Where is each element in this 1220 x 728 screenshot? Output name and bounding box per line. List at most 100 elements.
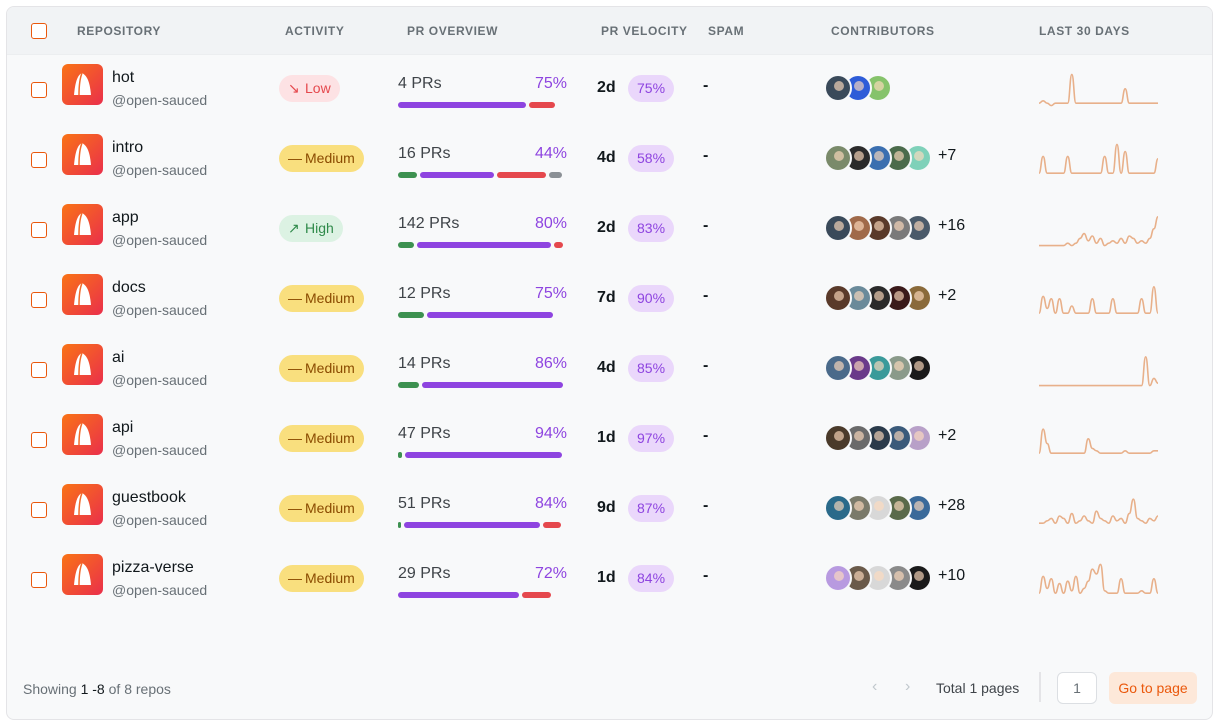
- contributor-avatar[interactable]: [824, 494, 852, 522]
- contributor-avatar[interactable]: [824, 214, 852, 242]
- activity-sparkline: [1038, 285, 1159, 315]
- contributor-avatar[interactable]: [824, 354, 852, 382]
- velocity-percent-badge: 75%: [628, 75, 675, 102]
- velocity-percent-badge: 90%: [628, 285, 675, 312]
- pr-overview-bar: [398, 242, 568, 248]
- repo-name-link[interactable]: hot: [112, 69, 135, 86]
- row-checkbox[interactable]: [31, 362, 47, 378]
- col-last-30-days[interactable]: LAST 30 DAYS: [1039, 24, 1130, 38]
- pr-bar-segment-draft: [549, 172, 562, 178]
- row-checkbox[interactable]: [31, 432, 47, 448]
- row-checkbox[interactable]: [31, 152, 47, 168]
- pr-bar-segment-merged: [398, 312, 424, 318]
- row-checkbox[interactable]: [31, 292, 47, 308]
- velocity-days: 4d: [597, 359, 616, 376]
- col-contributors[interactable]: CONTRIBUTORS: [831, 24, 935, 38]
- repo-name-link[interactable]: docs: [112, 279, 146, 296]
- pr-count: 51 PRs: [398, 495, 451, 512]
- repo-logo-icon: [62, 554, 103, 595]
- repo-org-label: @open-sauced: [112, 372, 208, 388]
- repo-org-label: @open-sauced: [112, 92, 208, 108]
- activity-badge: ↘ Low: [279, 75, 340, 102]
- more-contributors-count[interactable]: +28: [938, 497, 966, 514]
- spam-value: -: [703, 567, 709, 584]
- more-contributors-count[interactable]: +2: [938, 427, 957, 444]
- pr-merged-percent: 72%: [534, 565, 567, 582]
- pr-bar-segment-open: [426, 312, 554, 318]
- repo-name-link[interactable]: guestbook: [112, 489, 186, 506]
- more-contributors-count[interactable]: +7: [938, 147, 957, 164]
- activity-sparkline: [1038, 428, 1158, 454]
- spam-value: -: [703, 147, 709, 164]
- table-row[interactable]: ai @open-sauced — Medium 14 PRs 86% 4d 85% -: [7, 335, 1212, 405]
- repo-name-link[interactable]: ai: [112, 349, 125, 366]
- trending-up-icon: ↗: [288, 220, 300, 236]
- activity-badge: — Medium: [279, 285, 364, 312]
- table-row[interactable]: hot @open-sauced ↘ Low 4 PRs 75% 2d 75% -: [7, 55, 1212, 125]
- repo-org-label: @open-sauced: [112, 442, 208, 458]
- chevron-right-icon[interactable]: ›: [905, 678, 911, 695]
- minus-icon: —: [288, 430, 302, 446]
- pr-count: 14 PRs: [398, 355, 451, 372]
- activity-sparkline: [1038, 355, 1159, 387]
- col-repository[interactable]: REPOSITORY: [77, 24, 162, 38]
- activity-badge: — Medium: [279, 495, 364, 522]
- chevron-left-icon[interactable]: ‹: [872, 678, 878, 695]
- more-contributors-count[interactable]: +16: [938, 217, 966, 234]
- repo-name-link[interactable]: api: [112, 419, 134, 436]
- minus-icon: —: [288, 150, 302, 166]
- pr-merged-percent: 75%: [534, 75, 567, 92]
- table-row[interactable]: pizza-verse @open-sauced — Medium 29 PRs 72% 1…: [7, 545, 1212, 615]
- minus-icon: —: [288, 570, 302, 586]
- contributor-avatar[interactable]: [824, 144, 852, 172]
- velocity-days: 2d: [597, 79, 616, 96]
- table-row[interactable]: docs @open-sauced — Medium 12 PRs 75% 7d 90% - +2: [7, 265, 1212, 335]
- row-checkbox[interactable]: [31, 572, 47, 588]
- more-contributors-count[interactable]: +2: [938, 287, 957, 304]
- pr-bar-segment-merged: [398, 522, 401, 528]
- repo-name-link[interactable]: pizza-verse: [112, 559, 194, 576]
- select-all-checkbox[interactable]: [31, 23, 47, 39]
- repo-logo-icon: [62, 64, 103, 105]
- activity-sparkline: [1038, 216, 1159, 247]
- repo-name-link[interactable]: app: [112, 209, 139, 226]
- activity-sparkline: [1038, 563, 1159, 595]
- activity-badge: — Medium: [279, 355, 364, 382]
- pr-count: 47 PRs: [398, 425, 451, 442]
- contributor-avatar[interactable]: [824, 284, 852, 312]
- pr-overview-bar: [398, 102, 568, 108]
- row-checkbox[interactable]: [31, 502, 47, 518]
- pr-bar-segment-open: [416, 242, 552, 248]
- col-spam[interactable]: SPAM: [708, 24, 745, 38]
- pr-count: 16 PRs: [398, 145, 451, 162]
- page-number-input[interactable]: 1: [1057, 672, 1097, 704]
- table-row[interactable]: guestbook @open-sauced — Medium 51 PRs 84% 9d 8…: [7, 475, 1212, 545]
- repo-logo-icon: [62, 344, 103, 385]
- more-contributors-count[interactable]: +10: [938, 567, 966, 584]
- sparkline-path: [1038, 216, 1159, 247]
- pr-bar-segment-closed: [496, 172, 547, 178]
- repo-name-link[interactable]: intro: [112, 139, 144, 156]
- contributor-avatar[interactable]: [824, 424, 852, 452]
- contributor-avatar[interactable]: [824, 564, 852, 592]
- contributor-avatar[interactable]: [824, 74, 852, 102]
- spam-value: -: [703, 427, 709, 444]
- total-pages: Total 1 pages: [936, 680, 1020, 696]
- sparkline-path: [1038, 73, 1158, 107]
- minus-icon: —: [288, 360, 302, 376]
- col-pr-velocity[interactable]: PR VELOCITY: [601, 24, 688, 38]
- col-pr-overview[interactable]: PR OVERVIEW: [407, 24, 499, 38]
- table-row[interactable]: intro @open-sauced — Medium 16 PRs 44% 4d 58% - +…: [7, 125, 1212, 195]
- velocity-percent-badge: 84%: [628, 565, 675, 592]
- sparkline-path: [1038, 355, 1159, 387]
- table-row[interactable]: app @open-sauced ↗ High 142 PRs 80% 2d 83% - +16: [7, 195, 1212, 265]
- row-checkbox[interactable]: [31, 222, 47, 238]
- sparkline-path: [1038, 285, 1159, 315]
- row-checkbox[interactable]: [31, 82, 47, 98]
- col-activity[interactable]: ACTIVITY: [285, 24, 345, 38]
- velocity-percent-badge: 97%: [628, 425, 675, 452]
- repo-org-label: @open-sauced: [112, 232, 208, 248]
- go-to-page-button[interactable]: Go to page: [1109, 672, 1197, 704]
- table-row[interactable]: api @open-sauced — Medium 47 PRs 94% 1d 97% - +2: [7, 405, 1212, 475]
- pr-merged-percent: 80%: [534, 215, 567, 232]
